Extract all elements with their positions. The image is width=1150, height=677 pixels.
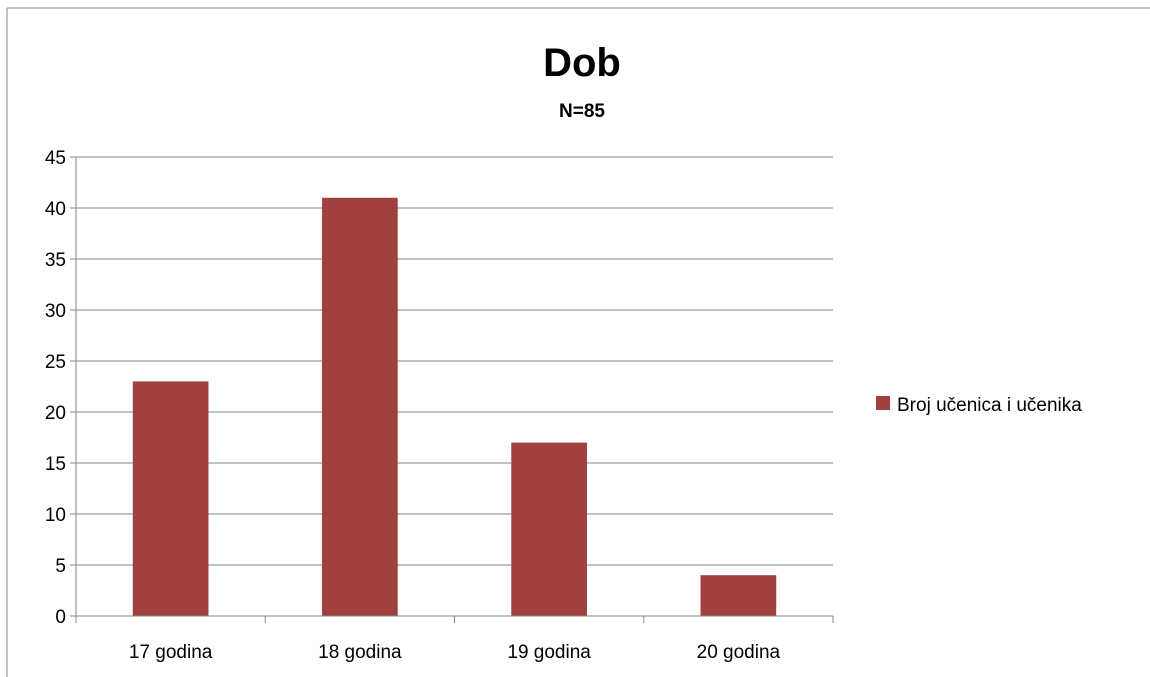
legend-swatch [876,396,890,410]
x-tick-label: 20 godina [697,642,781,663]
bar [700,575,777,616]
x-tick-label: 17 godina [129,642,213,663]
y-tick-label: 25 [45,352,66,373]
y-tick-label: 10 [45,505,66,526]
legend: Broj učenica i učenika [876,395,1082,416]
y-axis-ticks: 0 5 10 15 20 25 30 35 40 45 [45,148,76,628]
y-tick-label: 30 [45,301,66,322]
y-tick-label: 35 [45,250,66,271]
x-tick-label: 18 godina [318,642,402,663]
chart-subtitle: N=85 [559,101,605,122]
chart-title: Dob [543,41,621,85]
y-tick-label: 5 [55,556,66,577]
legend-label: Broj učenica i učenika [897,395,1082,416]
y-tick-label: 15 [45,454,66,475]
x-axis-ticks: 17 godina 18 godina 19 godina 20 godina [75,616,834,663]
bars [132,197,777,617]
y-tick-label: 45 [45,148,66,169]
y-tick-label: 20 [45,403,66,424]
bar [322,197,398,617]
bar [132,381,209,616]
y-tick-label: 0 [55,607,66,628]
y-tick-label: 40 [45,199,66,220]
x-tick-label: 19 godina [507,642,591,663]
bar [511,442,587,616]
